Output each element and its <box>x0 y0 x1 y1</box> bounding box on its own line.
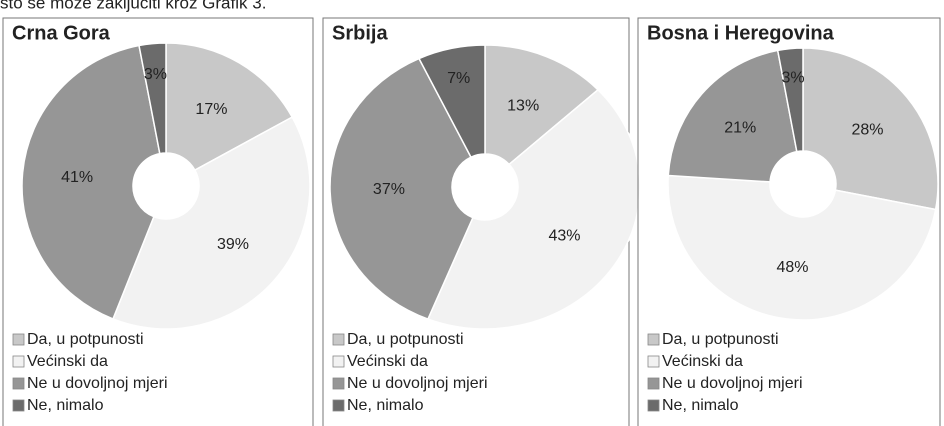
data-label: 13% <box>507 97 539 114</box>
legend-label: Ne, nimalo <box>27 397 104 414</box>
pie-slice <box>417 44 486 159</box>
data-label: 3% <box>782 70 805 87</box>
legend-swatch <box>647 333 660 346</box>
data-label: 21% <box>724 119 756 136</box>
legend-label: Da, u potpunosti <box>27 331 144 348</box>
legend-label: Ne, nimalo <box>347 397 424 414</box>
legend-label: Većinski da <box>27 353 108 370</box>
caption: što se može zaključiti kroz Grafik 3. <box>0 0 266 12</box>
panel-frame <box>2 17 314 426</box>
data-label: 7% <box>447 70 470 87</box>
legend-swatch <box>332 355 345 368</box>
pie-slice <box>165 42 294 172</box>
legend-label: Ne u dovoljnoj mjeri <box>27 375 168 392</box>
pie-slice <box>667 49 798 183</box>
pie-slice <box>426 88 641 330</box>
legend-label: Većinski da <box>662 353 743 370</box>
legend-swatch <box>332 333 345 346</box>
legend-swatch <box>332 399 345 412</box>
chart-title: Srbija <box>332 22 388 44</box>
chart-title: Crna Gora <box>12 22 111 44</box>
legend-label: Ne u dovoljnoj mjeri <box>662 375 803 392</box>
data-label: 48% <box>776 259 808 276</box>
data-label: 37% <box>373 181 405 198</box>
legend-swatch <box>647 399 660 412</box>
legend-label: Ne u dovoljnoj mjeri <box>347 375 488 392</box>
pie-slice <box>484 44 600 166</box>
legend-label: Većinski da <box>347 353 428 370</box>
data-label: 28% <box>851 121 883 138</box>
pie-slice <box>112 116 311 330</box>
legend-swatch <box>647 377 660 390</box>
pie-slice <box>21 44 161 320</box>
data-label: 17% <box>195 101 227 118</box>
data-label: 41% <box>61 169 93 186</box>
data-label: 43% <box>548 228 580 245</box>
legend-swatch <box>12 333 25 346</box>
legend-swatch <box>12 377 25 390</box>
legend-label: Da, u potpunosti <box>662 331 779 348</box>
chart-title: Bosna i Heregovina <box>647 22 835 44</box>
legend-swatch <box>12 399 25 412</box>
pie-slice <box>802 47 939 211</box>
legend-swatch <box>12 355 25 368</box>
pie-slice <box>667 174 937 321</box>
panel-frame <box>637 17 941 426</box>
pie-slice <box>329 57 474 320</box>
pie-slice <box>138 42 167 155</box>
legend-label: Ne, nimalo <box>662 397 739 414</box>
pie-slice <box>776 47 804 153</box>
legend-label: Da, u potpunosti <box>347 331 464 348</box>
data-label: 39% <box>217 236 249 253</box>
legend-swatch <box>647 355 660 368</box>
legend-swatch <box>332 377 345 390</box>
data-label: 3% <box>144 66 167 83</box>
